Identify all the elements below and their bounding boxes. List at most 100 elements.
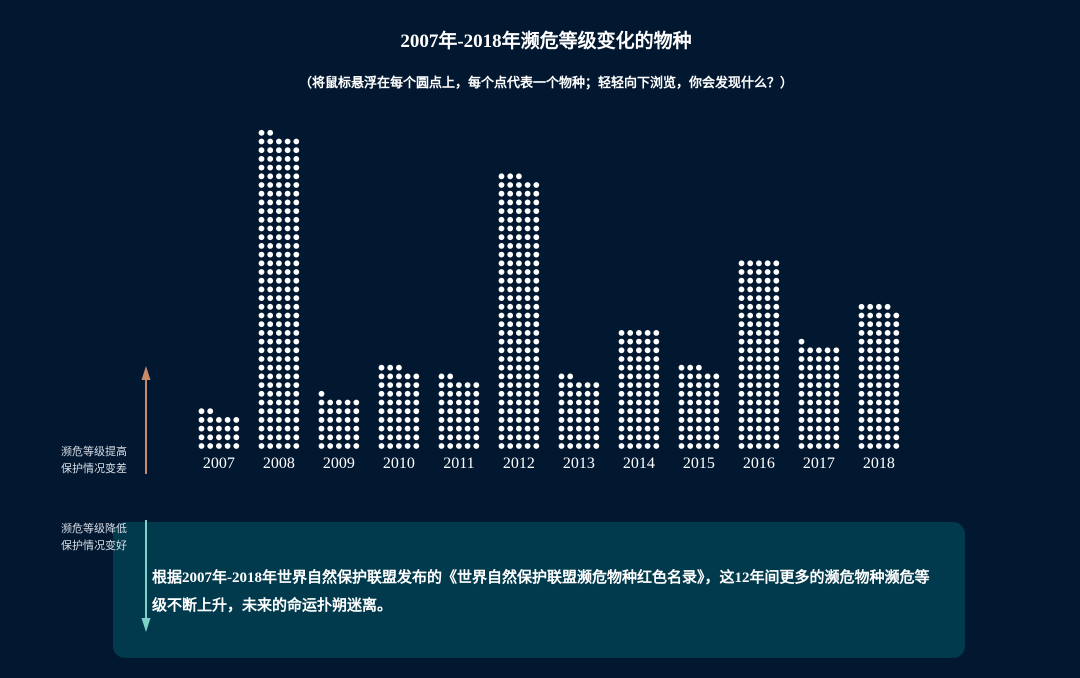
species-dot[interactable] <box>498 208 505 215</box>
species-dot[interactable] <box>593 434 600 441</box>
species-dot[interactable] <box>438 443 445 449</box>
species-dot[interactable] <box>378 443 385 449</box>
species-dot[interactable] <box>593 417 600 423</box>
species-dot[interactable] <box>293 303 300 310</box>
species-dot[interactable] <box>858 321 865 328</box>
species-dot[interactable] <box>713 373 720 380</box>
species-dot[interactable] <box>498 312 505 319</box>
species-dot[interactable] <box>618 364 625 371</box>
species-dot[interactable] <box>284 425 291 432</box>
species-dot[interactable] <box>764 373 771 380</box>
species-dot[interactable] <box>738 399 745 406</box>
species-dot[interactable] <box>653 425 660 432</box>
species-dot[interactable] <box>293 243 300 249</box>
species-dot[interactable] <box>258 251 265 258</box>
species-dot[interactable] <box>498 356 505 362</box>
species-dot[interactable] <box>756 260 762 267</box>
species-dot[interactable] <box>284 156 291 162</box>
species-dot[interactable] <box>498 390 505 397</box>
species-dot[interactable] <box>498 234 505 241</box>
species-dot[interactable] <box>276 356 282 362</box>
species-dot[interactable] <box>284 190 291 197</box>
species-dot[interactable] <box>387 399 394 406</box>
species-dot[interactable] <box>336 434 342 441</box>
species-dot[interactable] <box>738 269 745 275</box>
species-dot[interactable] <box>533 312 540 319</box>
species-dot[interactable] <box>498 364 505 371</box>
species-dot[interactable] <box>627 399 634 406</box>
species-dot[interactable] <box>293 286 300 293</box>
species-dot[interactable] <box>858 434 865 441</box>
species-dot[interactable] <box>713 390 720 397</box>
species-dot[interactable] <box>738 408 745 415</box>
species-dot[interactable] <box>524 356 531 362</box>
species-dot[interactable] <box>404 382 411 388</box>
species-dot[interactable] <box>764 408 771 415</box>
species-dot[interactable] <box>507 277 514 284</box>
species-dot[interactable] <box>833 443 840 449</box>
species-dot[interactable] <box>267 330 274 336</box>
species-dot[interactable] <box>798 425 805 432</box>
species-dot[interactable] <box>267 303 274 310</box>
species-dot[interactable] <box>533 443 540 449</box>
species-dot[interactable] <box>824 417 831 423</box>
species-dot[interactable] <box>644 408 651 415</box>
species-dot[interactable] <box>507 234 514 241</box>
species-dot[interactable] <box>507 382 514 388</box>
species-dot[interactable] <box>276 173 282 180</box>
species-dot[interactable] <box>524 199 531 206</box>
species-dot[interactable] <box>653 347 660 354</box>
species-dot[interactable] <box>653 382 660 388</box>
species-dot[interactable] <box>696 425 702 432</box>
species-dot[interactable] <box>636 330 642 336</box>
species-dot[interactable] <box>876 347 882 354</box>
species-dot[interactable] <box>636 443 642 449</box>
species-dot[interactable] <box>473 382 480 388</box>
species-dot[interactable] <box>293 260 300 267</box>
species-dot[interactable] <box>747 321 754 328</box>
species-dot[interactable] <box>498 399 505 406</box>
species-dot[interactable] <box>507 243 514 249</box>
species-dot[interactable] <box>267 390 274 397</box>
species-dot[interactable] <box>576 434 582 441</box>
species-dot[interactable] <box>738 260 745 267</box>
species-dot[interactable] <box>507 373 514 380</box>
species-dot[interactable] <box>387 443 394 449</box>
species-dot[interactable] <box>507 434 514 441</box>
species-dot[interactable] <box>276 364 282 371</box>
species-dot[interactable] <box>558 443 565 449</box>
species-dot[interactable] <box>644 382 651 388</box>
species-dot[interactable] <box>644 330 651 336</box>
species-dot[interactable] <box>473 390 480 397</box>
species-dot[interactable] <box>336 417 342 423</box>
species-dot[interactable] <box>764 417 771 423</box>
species-dot[interactable] <box>756 417 762 423</box>
species-dot[interactable] <box>456 425 462 432</box>
species-dot[interactable] <box>404 434 411 441</box>
species-dot[interactable] <box>396 364 402 371</box>
species-dot[interactable] <box>627 364 634 371</box>
species-dot[interactable] <box>284 269 291 275</box>
species-dot[interactable] <box>293 173 300 180</box>
species-dot[interactable] <box>833 373 840 380</box>
species-dot[interactable] <box>858 390 865 397</box>
species-dot[interactable] <box>524 182 531 188</box>
species-dot[interactable] <box>687 390 694 397</box>
species-dot[interactable] <box>893 321 900 328</box>
species-dot[interactable] <box>473 434 480 441</box>
species-dot[interactable] <box>773 303 780 310</box>
species-dot[interactable] <box>438 417 445 423</box>
species-dot[interactable] <box>524 251 531 258</box>
species-dot[interactable] <box>207 417 214 423</box>
species-dot[interactable] <box>284 216 291 223</box>
species-dot[interactable] <box>293 382 300 388</box>
species-dot[interactable] <box>644 425 651 432</box>
species-dot[interactable] <box>558 399 565 406</box>
species-dot[interactable] <box>876 434 882 441</box>
species-dot[interactable] <box>884 434 891 441</box>
species-dot[interactable] <box>764 269 771 275</box>
species-dot[interactable] <box>653 338 660 345</box>
species-dot[interactable] <box>824 399 831 406</box>
species-dot[interactable] <box>276 321 282 328</box>
species-dot[interactable] <box>618 434 625 441</box>
